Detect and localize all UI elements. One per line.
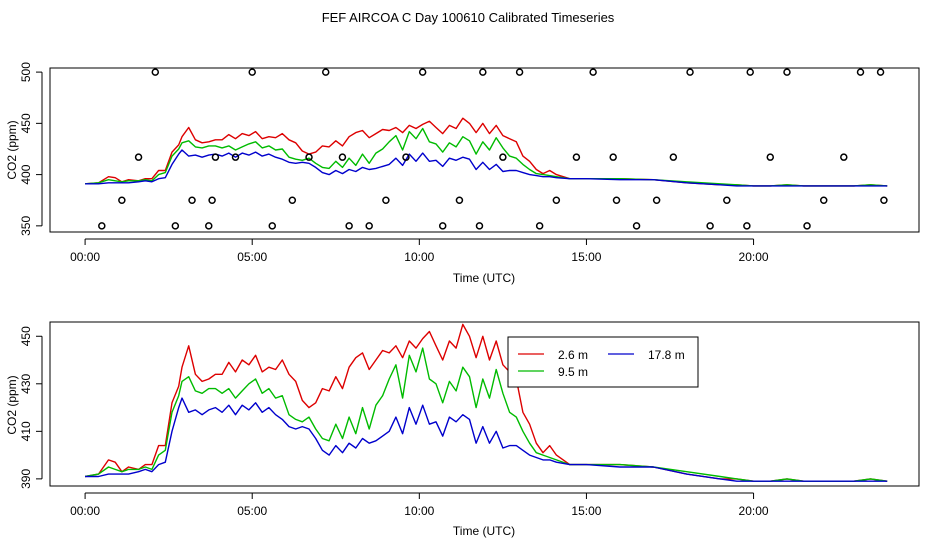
top-marker-point <box>382 196 390 204</box>
top-marker-point <box>783 68 791 76</box>
top-y-tick-label: 400 <box>19 164 33 184</box>
top-marker-point <box>455 196 464 204</box>
top-marker-point <box>231 153 240 161</box>
top-yaxis-label: CO2 (ppm) <box>5 120 19 179</box>
top-marker-point <box>589 68 597 76</box>
bottom-y-tick-label: 430 <box>19 373 33 393</box>
top-marker-point <box>402 153 410 161</box>
top-marker-point <box>151 68 160 76</box>
top-marker-point <box>552 196 561 204</box>
legend-label-2-6m: 2.6 m <box>558 348 588 362</box>
top-marker-point <box>876 68 885 76</box>
top-y-tick-label: 500 <box>19 62 33 82</box>
top-marker-point <box>305 153 313 161</box>
top-marker-point <box>515 68 524 76</box>
bottom-x-tick-label: 10:00 <box>404 504 434 518</box>
bottom-yaxis-label: CO2 (ppm) <box>5 375 19 434</box>
legend-label-17-8m: 17.8 m <box>648 348 685 362</box>
top-marker-point <box>743 222 751 230</box>
top-marker-point <box>211 153 220 161</box>
top-marker-point <box>268 222 277 230</box>
bottom-x-tick-label: 05:00 <box>237 504 267 518</box>
legend-box <box>507 336 699 388</box>
top-marker-point <box>288 196 297 204</box>
top-plot-frame <box>49 67 920 233</box>
top-marker-point <box>418 68 427 76</box>
bottom-x-tick-label: 15:00 <box>571 504 601 518</box>
top-series-17-8-m-line <box>85 149 888 187</box>
top-xaxis-label: Time (UTC) <box>453 271 515 285</box>
top-marker-point <box>652 196 661 204</box>
bottom-y-tick-label: 410 <box>19 421 33 441</box>
top-marker-point <box>880 196 888 204</box>
top-marker-point <box>612 196 621 204</box>
bottom-y-tick-label: 450 <box>19 326 33 346</box>
bottom-y-tick-label: 390 <box>19 469 33 489</box>
top-marker-point <box>609 153 617 161</box>
bottom-series-17-8-m-line <box>85 397 888 482</box>
top-marker-point <box>856 68 865 76</box>
top-marker-point <box>803 222 811 230</box>
top-marker-point <box>475 222 484 230</box>
top-marker-point <box>819 196 828 204</box>
top-marker-point <box>746 68 754 76</box>
bottom-xaxis-label: Time (UTC) <box>453 524 515 538</box>
top-marker-point <box>321 68 330 76</box>
top-marker-point <box>632 222 641 230</box>
top-x-tick-label: 00:00 <box>70 250 100 264</box>
top-marker-point <box>98 222 106 230</box>
top-marker-point <box>840 153 848 161</box>
top-marker-point <box>345 222 353 230</box>
bottom-panel: Time (UTC) CO2 (ppm) 2.6 m 17.8 m 9.5 m … <box>5 321 920 538</box>
top-marker-point <box>499 153 507 161</box>
top-marker-point <box>188 196 196 204</box>
top-y-tick-label: 450 <box>19 113 33 133</box>
top-marker-point <box>669 153 678 161</box>
top-marker-point <box>438 222 447 230</box>
top-panel: Time (UTC) CO2 (ppm) 00:00 05:00 10:00 15:0… <box>5 62 920 285</box>
top-marker-point <box>118 196 126 204</box>
top-x-tick-label: 10:00 <box>404 250 434 264</box>
top-marker-point <box>208 196 216 204</box>
bottom-plot-frame <box>49 321 920 487</box>
figure-title: FEF AIRCOA C Day 100610 Calibrated Times… <box>322 10 615 25</box>
top-marker-point <box>686 68 694 76</box>
top-marker-point <box>338 153 347 161</box>
top-y-tick-label: 350 <box>19 216 33 236</box>
bottom-x-tick-label: 20:00 <box>739 504 769 518</box>
top-marker-point <box>134 153 143 161</box>
top-marker-point <box>479 68 487 76</box>
top-marker-point <box>205 222 213 230</box>
legend-label-9-5m: 9.5 m <box>558 365 588 379</box>
top-marker-point <box>248 68 256 76</box>
top-marker-point <box>535 222 544 230</box>
bottom-x-tick-label: 00:00 <box>70 504 100 518</box>
top-marker-point <box>723 196 731 204</box>
top-marker-point <box>706 222 714 230</box>
top-marker-point <box>572 153 581 161</box>
top-marker-point <box>171 222 180 230</box>
top-marker-point <box>365 222 373 230</box>
legend: 2.6 m 17.8 m 9.5 m <box>507 336 699 388</box>
top-marker-point <box>766 153 775 161</box>
top-x-tick-label: 05:00 <box>237 250 267 264</box>
top-x-tick-label: 15:00 <box>571 250 601 264</box>
top-x-tick-label: 20:00 <box>739 250 769 264</box>
